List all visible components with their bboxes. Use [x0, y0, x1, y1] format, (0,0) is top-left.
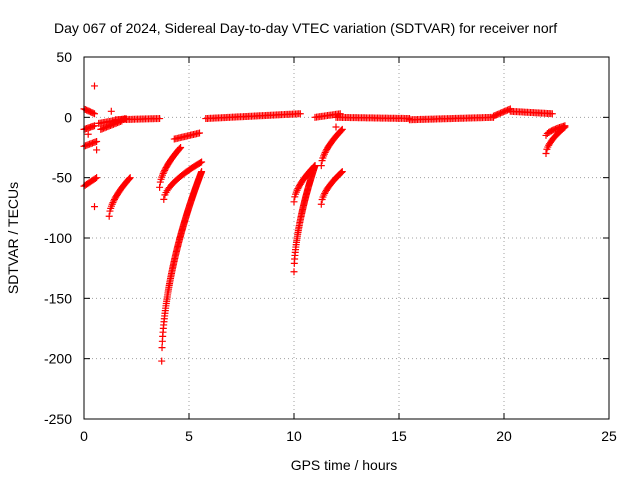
y-axis-label: SDTVAR / TECUs [5, 182, 21, 294]
data-point [320, 191, 328, 199]
y-tick-label: -150 [44, 290, 72, 306]
data-point [311, 162, 319, 170]
data-point [93, 146, 101, 154]
data-point [290, 268, 298, 276]
data-point [93, 137, 101, 145]
y-tick-label: -200 [44, 351, 72, 367]
data-point [160, 195, 168, 203]
data-point [320, 150, 328, 158]
data-point [105, 212, 113, 220]
data-point [542, 150, 550, 158]
y-tick-label: -250 [44, 411, 72, 427]
chart-title: Day 067 of 2024, Sidereal Day-to-day VTE… [54, 20, 557, 36]
x-axis-label: GPS time / hours [291, 457, 398, 473]
data-point [198, 158, 206, 166]
data-point [91, 175, 99, 183]
x-tick-label: 10 [286, 428, 302, 444]
data-point [84, 130, 92, 138]
data-point [309, 163, 317, 171]
data-point [109, 199, 117, 207]
data-point [293, 186, 301, 194]
points-layer [80, 82, 569, 365]
data-point [337, 127, 345, 135]
x-tick-label: 25 [601, 428, 617, 444]
x-tick-label: 0 [80, 428, 88, 444]
data-point [321, 148, 329, 156]
data-point [176, 144, 184, 152]
x-tick-label: 15 [391, 428, 407, 444]
data-point [156, 115, 164, 123]
data-point [107, 107, 115, 115]
data-point [91, 82, 98, 90]
data-point [177, 144, 185, 151]
x-tick-label: 5 [185, 428, 193, 444]
data-point [296, 110, 304, 118]
data-point [125, 175, 133, 182]
data-point [294, 185, 302, 193]
y-tick-label: -100 [44, 230, 72, 246]
data-point [338, 168, 346, 176]
data-point [91, 122, 98, 130]
data-point [561, 122, 569, 130]
data-point [125, 175, 133, 183]
data-point [91, 203, 98, 211]
data-point [196, 129, 203, 137]
data-point [158, 344, 166, 352]
data-point [159, 169, 167, 177]
data-point [108, 200, 116, 208]
y-tick-label: -50 [52, 170, 72, 186]
data-point [338, 126, 346, 134]
data-point [91, 110, 98, 118]
data-point [317, 162, 325, 170]
data-point [175, 145, 183, 153]
data-point [548, 110, 556, 118]
data-point [338, 125, 346, 133]
data-point [89, 109, 97, 117]
ticks-layer: 0 5 10 15 20 25 -250 -200 -150 -100 -50 0 50 [44, 49, 617, 444]
data-point [321, 189, 329, 197]
data-point [317, 200, 325, 208]
x-tick-label: 20 [496, 428, 512, 444]
data-point [126, 174, 134, 182]
data-point [198, 168, 206, 176]
y-tick-label: 50 [56, 49, 72, 65]
data-point [337, 168, 345, 176]
data-point [332, 123, 340, 131]
data-point [337, 169, 345, 177]
y-tick-label: 0 [64, 109, 72, 125]
data-point [93, 174, 101, 182]
data-point [156, 183, 164, 191]
data-point [196, 159, 204, 167]
data-point [158, 357, 166, 365]
data-point [290, 198, 298, 206]
data-point [310, 162, 318, 170]
